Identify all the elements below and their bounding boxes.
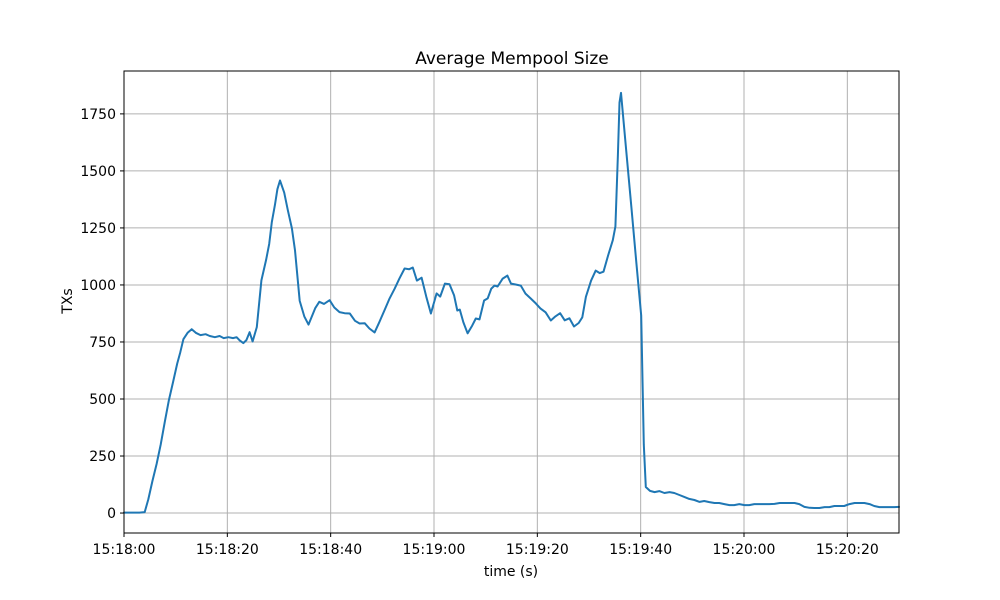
y-tick-label: 500 <box>89 392 116 408</box>
y-tick-label: 0 <box>107 506 116 522</box>
x-tick-label: 15:18:20 <box>196 542 259 558</box>
y-tick-label: 1750 <box>80 107 116 123</box>
y-tick-label: 750 <box>89 335 116 351</box>
x-tick-label: 15:18:40 <box>299 542 362 558</box>
y-axis-label: TXs <box>60 288 76 314</box>
axis-layer: 15:18:00 15:18:20 15:18:40 15:19:00 15:19:20… <box>80 70 900 558</box>
x-tick-label: 15:19:00 <box>403 542 466 558</box>
series-layer <box>123 91 900 514</box>
y-tick-label: 1500 <box>80 164 116 180</box>
x-tick-label: 15:19:40 <box>609 542 672 558</box>
x-axis-label: time (s) <box>484 564 538 580</box>
axes-spines <box>123 70 900 534</box>
x-tick-label: 15:18:00 <box>93 542 156 558</box>
y-tick-label: 1000 <box>80 278 116 294</box>
x-tick-label: 15:20:00 <box>713 542 776 558</box>
grid-layer <box>123 71 899 533</box>
chart-title: Average Mempool Size <box>415 49 609 69</box>
data-line <box>123 91 900 514</box>
y-tick-label: 250 <box>89 449 116 465</box>
x-tick-label: 15:19:20 <box>506 542 569 558</box>
x-tick-label: 15:20:20 <box>816 542 879 558</box>
y-tick-label: 1250 <box>80 221 116 237</box>
